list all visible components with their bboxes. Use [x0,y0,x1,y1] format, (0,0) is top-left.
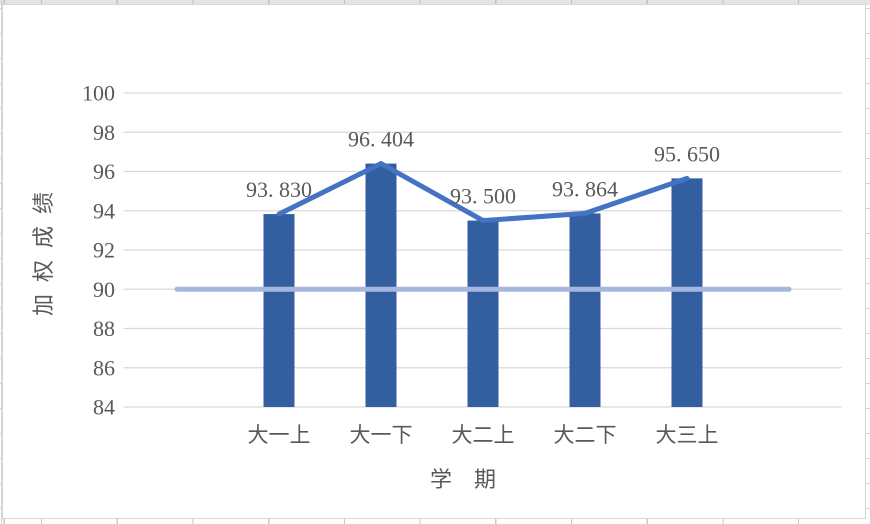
spreadsheet-top-row [0,0,870,5]
data-label: 95. 650 [654,141,720,166]
x-category-label: 大二下 [554,423,617,447]
bar-大二下[interactable] [569,213,601,407]
plot-svg: 100 98 96 94 92 90 88 86 84 93. 830 96. 404 93. 500… [82,81,842,447]
y-tick-label: 92 [93,238,115,263]
x-axis-title: 学 期 [429,467,496,492]
bar-大一上[interactable] [263,214,295,407]
line-series[interactable] [276,161,690,224]
data-label: 93. 864 [552,176,618,201]
bar-大三上[interactable] [671,178,703,407]
x-category-label: 大三上 [656,423,719,447]
bar-大二上[interactable] [467,220,499,407]
y-tick-label: 90 [93,277,115,302]
x-category-label: 大二上 [452,423,515,447]
bar-大一下[interactable] [365,163,397,407]
y-tick-label: 84 [93,395,115,420]
y-tick-label: 88 [93,316,115,341]
x-category-label: 大一下 [350,423,413,447]
data-label: 93. 500 [450,184,516,209]
spreadsheet-gridline [1,0,2,524]
data-label: 96. 404 [348,127,414,152]
y-tick-label: 96 [93,159,115,184]
y-tick-label: 94 [93,198,115,223]
y-tick-label: 98 [93,120,115,145]
chart-area[interactable]: 100 98 96 94 92 90 88 86 84 93. 830 96. 404 93. 500… [2,4,866,519]
data-label: 93. 830 [246,177,312,202]
x-category-label: 大一上 [248,423,311,447]
y-tick-label: 86 [93,355,115,380]
y-axis-title: 加权成绩 [31,180,56,317]
y-tick-label: 100 [82,81,115,106]
